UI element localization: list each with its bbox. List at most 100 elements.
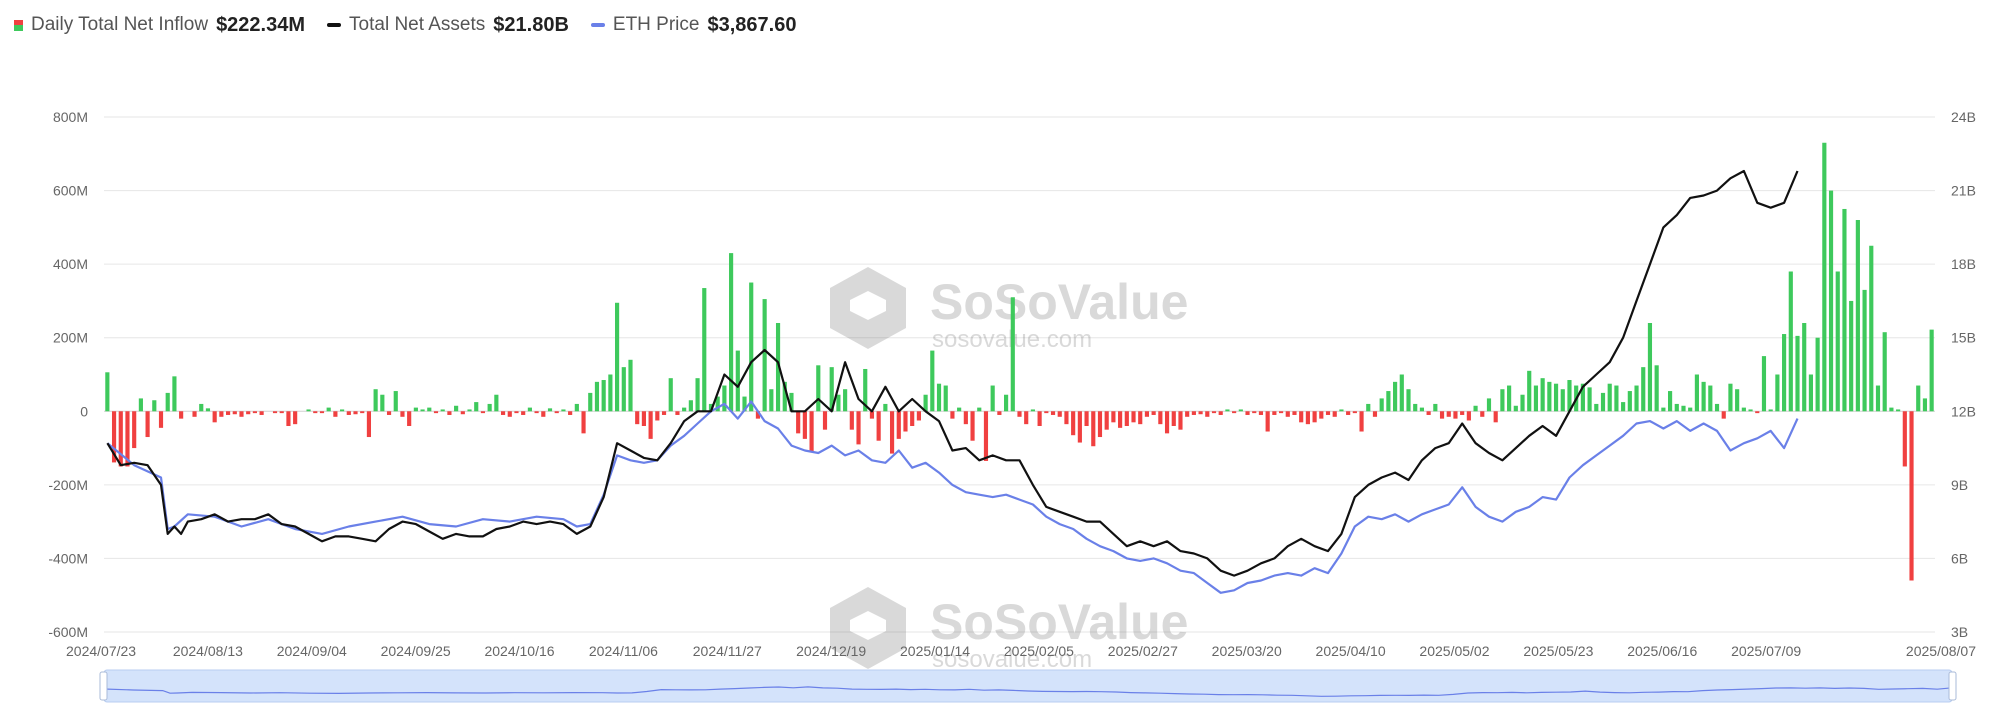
sosovalue-logo-inner-icon	[850, 611, 886, 640]
x-tick-label: 2025/06/16	[1627, 643, 1697, 659]
inflow-bar	[1399, 374, 1404, 412]
inflow-bar	[983, 411, 989, 461]
inflow-bar	[796, 411, 801, 434]
inflow-bar	[1379, 398, 1384, 412]
inflow-bar	[1808, 374, 1814, 412]
inflow-bar	[219, 411, 224, 417]
inflow-bar	[1258, 411, 1264, 415]
inflow-bar	[1486, 398, 1492, 412]
inflow-bar	[487, 403, 492, 412]
inflow-bar	[1694, 374, 1699, 412]
inflow-bar	[1346, 411, 1351, 415]
inflow-bar	[1325, 411, 1331, 415]
inflow-bar	[326, 407, 331, 412]
inflow-bar	[1533, 385, 1539, 412]
inflow-bar	[1433, 403, 1438, 412]
inflow-bar	[1406, 389, 1411, 412]
zoom-handle-right[interactable]	[1948, 671, 1957, 701]
inflow-bar	[695, 378, 700, 412]
inflow-bar	[1044, 411, 1049, 414]
inflow-bar	[1513, 405, 1518, 412]
inflow-bar	[648, 411, 653, 439]
inflow-bar	[1198, 411, 1203, 415]
inflow-bar	[293, 411, 298, 425]
legend-item-total-net-assets[interactable]: Total Net Assets $21.80B	[327, 14, 569, 37]
inflow-bar	[1225, 409, 1230, 412]
inflow-bar	[957, 407, 962, 412]
inflow-bar	[286, 411, 291, 426]
inflow-bar	[152, 400, 157, 412]
inflow-bar	[158, 411, 164, 428]
inflow-bar	[1091, 411, 1096, 447]
inflow-bar	[755, 411, 761, 419]
inflow-bar	[1641, 367, 1646, 412]
inflow-bar	[346, 411, 351, 415]
inflow-bar	[1285, 411, 1290, 417]
legend-item-eth-price[interactable]: ETH Price $3,867.60	[590, 14, 796, 37]
inflow-bar	[366, 411, 372, 438]
inflow-bar	[822, 411, 828, 430]
inflow-bar	[1077, 411, 1082, 443]
inflow-bar	[702, 288, 707, 412]
inflow-bar	[272, 411, 278, 414]
inflow-bar	[1741, 407, 1746, 412]
watermark-brand: SoSoValue	[930, 594, 1188, 650]
inflow-bar	[1057, 411, 1062, 417]
inflow-bar	[1849, 300, 1854, 412]
inflow-bar	[1701, 381, 1706, 412]
sosovalue-logo-inner-icon	[850, 291, 886, 320]
inflow-bar	[205, 408, 211, 412]
inflow-bar	[1305, 411, 1310, 425]
inflow-bar	[789, 392, 794, 412]
inflow-bar	[440, 409, 445, 412]
eth-price-line	[106, 400, 1799, 594]
inflow-bar	[1600, 392, 1606, 412]
inflow-bar	[1795, 335, 1800, 412]
inflow-bar	[1030, 409, 1035, 412]
inflow-bar	[1748, 409, 1753, 412]
inflow-bar	[454, 405, 459, 412]
inflow-bar	[903, 411, 908, 432]
inflow-bar	[313, 411, 318, 414]
inflow-bar	[179, 411, 184, 419]
inflow-bar	[729, 253, 734, 412]
inflow-bar	[507, 411, 512, 417]
inflow-bar	[1211, 411, 1217, 414]
bar-series-swatch-icon	[14, 19, 23, 31]
y-right-tick-label: 9B	[1951, 477, 1968, 493]
inflow-bar	[675, 411, 680, 415]
inflow-bar	[1714, 403, 1720, 412]
legend-item-daily-net-inflow[interactable]: Daily Total Net Inflow $222.34M	[14, 14, 305, 37]
y-left-tick-label: 0	[80, 403, 88, 419]
inflow-bar	[574, 403, 579, 412]
inflow-bar	[1460, 411, 1465, 415]
inflow-bar	[393, 391, 398, 412]
inflow-bar	[333, 411, 338, 417]
inflow-bar	[1869, 245, 1874, 412]
inflow-bar	[353, 411, 358, 415]
inflow-bar	[762, 299, 767, 412]
inflow-bar	[816, 365, 821, 412]
inflow-bar	[541, 411, 546, 417]
x-tick-label: 2024/11/27	[693, 643, 762, 659]
inflow-bar	[500, 411, 506, 415]
inflow-bar	[876, 411, 881, 441]
inflow-bar	[1708, 385, 1713, 412]
zoom-handle-left[interactable]	[99, 671, 108, 701]
inflow-bar	[407, 411, 412, 426]
inflow-bar	[1252, 411, 1257, 414]
inflow-bar	[1010, 297, 1015, 412]
inflow-bar	[910, 411, 915, 426]
x-tick-label: 2025/01/14	[900, 643, 970, 659]
inflow-bar	[413, 407, 418, 412]
inflow-bar	[802, 411, 807, 439]
inflow-bar	[400, 411, 405, 417]
inflow-bar	[1372, 411, 1378, 417]
inflow-bar	[1547, 381, 1552, 412]
inflow-bar	[1453, 411, 1458, 419]
inflow-bar	[1050, 411, 1056, 415]
inflow-bar	[1500, 389, 1505, 412]
x-tick-label: 2024/09/04	[277, 643, 347, 659]
